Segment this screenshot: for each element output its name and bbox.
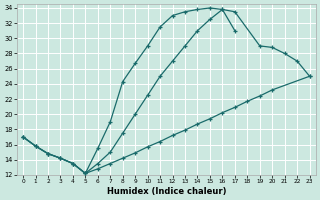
X-axis label: Humidex (Indice chaleur): Humidex (Indice chaleur) [107,187,226,196]
